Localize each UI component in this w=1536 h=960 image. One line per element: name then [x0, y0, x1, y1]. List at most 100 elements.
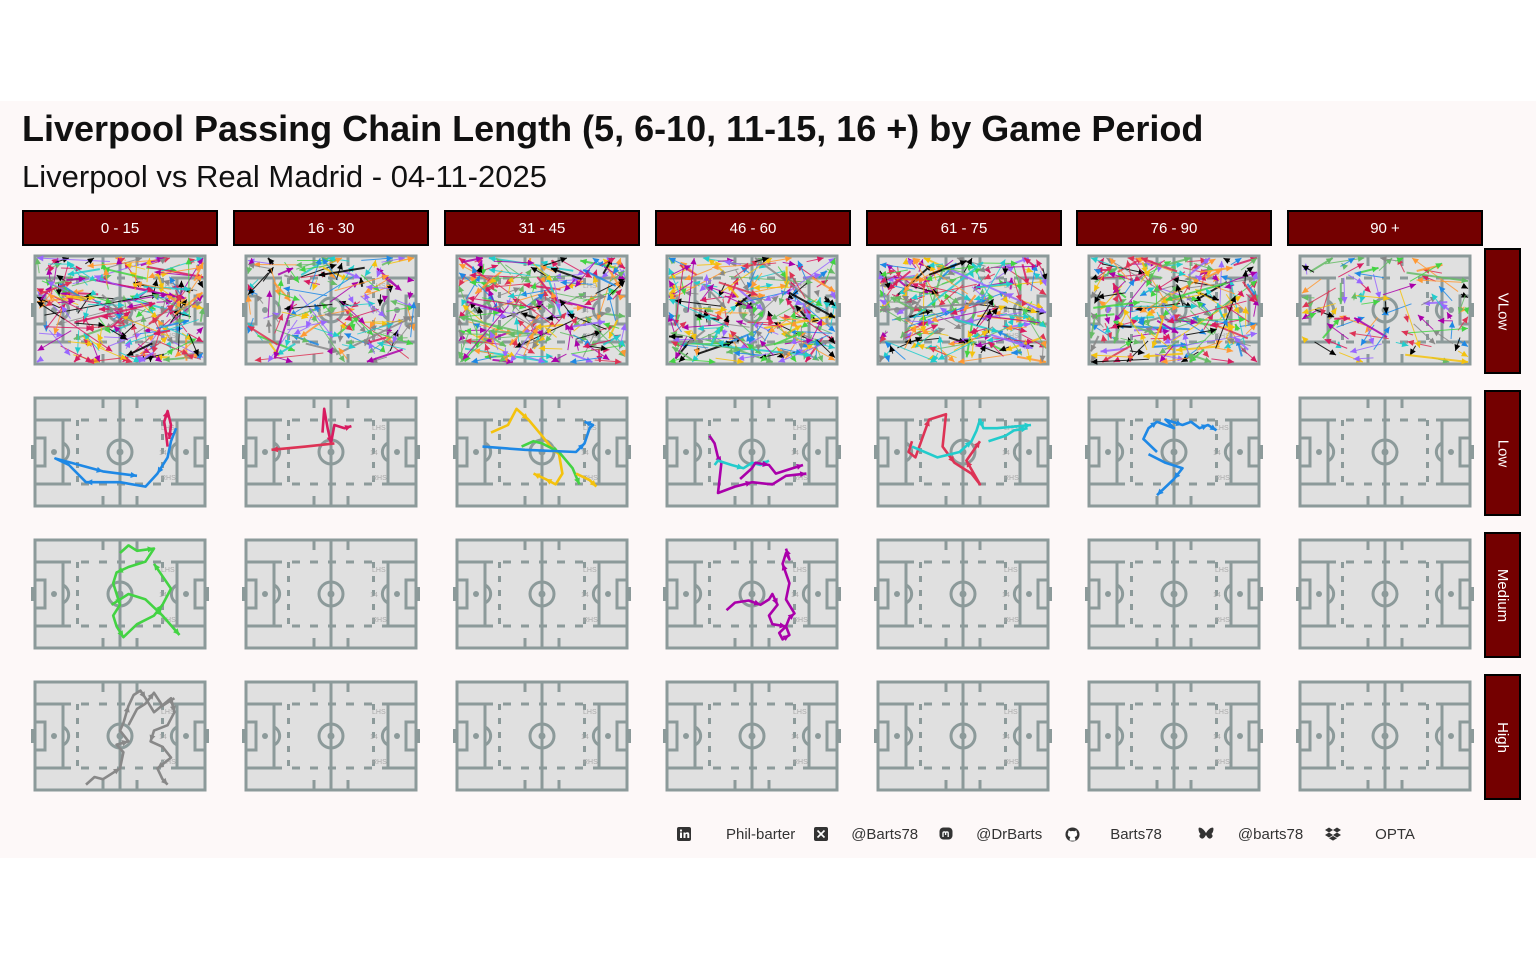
penalty-spot-left [473, 591, 479, 597]
pass-arrowhead [779, 283, 787, 290]
pass-line [885, 341, 938, 363]
pass-arrowhead [536, 330, 543, 337]
pass-arrowhead [747, 281, 753, 289]
pass-arrowhead [530, 282, 537, 290]
pass-arrowhead [145, 258, 152, 265]
pass-arrowhead [487, 283, 495, 291]
goal-left [874, 445, 878, 459]
pass-arrowhead [1036, 302, 1043, 309]
pass-arrowhead [162, 410, 169, 418]
pass-arrowhead [1033, 272, 1041, 280]
pass-line [1411, 257, 1459, 292]
pass-arrowhead [1104, 316, 1111, 324]
pass-arrowhead [1133, 299, 1140, 307]
pass-arrowhead [469, 279, 477, 286]
pass-arrowhead [1137, 349, 1145, 356]
pass-arrowhead [988, 293, 994, 301]
pass-line [177, 280, 183, 352]
pass-arrowhead [1248, 296, 1256, 303]
penalty-spot-right [1448, 733, 1454, 739]
pass-arrowhead [618, 262, 625, 269]
pass-arrowhead [548, 303, 555, 310]
pass-arrowhead [1461, 325, 1468, 332]
pass-arrowhead [527, 347, 535, 354]
pass-arrowhead [1242, 306, 1249, 314]
pass-arrowhead [1200, 257, 1207, 264]
column-strip-0-15: 0 - 15 [22, 210, 218, 246]
pass-arrowhead [154, 269, 161, 276]
pass-arrowhead [950, 309, 958, 315]
penalty-spot-left [683, 591, 689, 597]
pass-arrowhead [974, 268, 982, 274]
pass-arrowhead [669, 280, 675, 288]
pass-arrowhead [254, 356, 262, 363]
goal-right [1259, 729, 1263, 743]
pass-arrowhead [1302, 265, 1309, 272]
pass-arrowhead [899, 287, 906, 295]
pass-arrowhead [1409, 283, 1417, 290]
pass-arrowhead [1150, 289, 1157, 297]
pass-arrowhead [928, 262, 935, 269]
pass-arrowhead [828, 354, 835, 361]
pass-arrowhead [999, 259, 1006, 267]
pass-arrowhead [879, 355, 886, 362]
pass-arrowhead [546, 314, 554, 321]
pass-arrowhead [78, 275, 86, 283]
pass-arrowhead [922, 328, 930, 335]
pass-arrowhead [1024, 258, 1032, 265]
pass-arrowhead [1401, 330, 1409, 337]
pass-arrowhead [1159, 347, 1167, 354]
pass-arrowhead [1457, 306, 1464, 314]
pass-arrowhead [320, 320, 328, 327]
goal-left [1085, 587, 1089, 601]
pass-arrowhead [801, 321, 809, 328]
pass-arrowhead [248, 287, 255, 295]
goal-right [416, 445, 420, 459]
pass-arrowhead [286, 267, 294, 274]
zone-label-center: 14 [581, 734, 589, 741]
pass-line [36, 257, 110, 263]
pass-arrowhead [407, 256, 414, 263]
zone-label-center: 14 [581, 592, 589, 599]
pass-arrowhead [1166, 344, 1174, 351]
pass-arrowhead [1110, 322, 1118, 329]
penalty-spot-left [683, 449, 689, 455]
penalty-spot-left [51, 449, 57, 455]
pass-arrowhead [379, 345, 386, 353]
pass-arrowhead [407, 304, 414, 312]
pass-arrowhead [1113, 283, 1119, 291]
pass-arrowhead [376, 270, 383, 278]
pass-line [161, 257, 204, 272]
zone-label-center: 14 [791, 592, 799, 599]
pass-arrowhead [1110, 268, 1118, 274]
goal-right [627, 729, 631, 743]
pass-arrowhead [748, 330, 755, 337]
pass-arrowhead [1091, 291, 1098, 299]
footer-item: Phil-barter [676, 826, 795, 843]
pass-arrowhead [618, 350, 625, 357]
pass-arrowhead [1239, 316, 1246, 323]
center-circle [528, 722, 556, 750]
pass-arrowhead [999, 345, 1007, 352]
pass-arrowhead [979, 344, 986, 352]
pass-line [1135, 257, 1236, 295]
penalty-spot-left [1105, 733, 1111, 739]
pass-arrowhead [51, 258, 59, 265]
pass-arrowhead [1030, 307, 1038, 314]
penalty-arc-right [801, 725, 810, 747]
pass-arrowhead [1123, 308, 1130, 316]
pass-arrowhead [542, 289, 549, 297]
pass-arrowhead [895, 271, 902, 278]
column-strip-16-30: 16 - 30 [233, 210, 429, 246]
pass-arrowhead [88, 294, 95, 301]
pass-arrowhead [560, 279, 567, 286]
pass-line [289, 276, 354, 317]
pass-arrowhead [1382, 307, 1389, 314]
pass-arrowhead [484, 343, 491, 351]
pass-arrowhead [1302, 301, 1310, 308]
pass-arrowhead [1108, 271, 1116, 278]
pass-arrowhead [369, 321, 376, 329]
pass-arrowhead [326, 347, 333, 355]
